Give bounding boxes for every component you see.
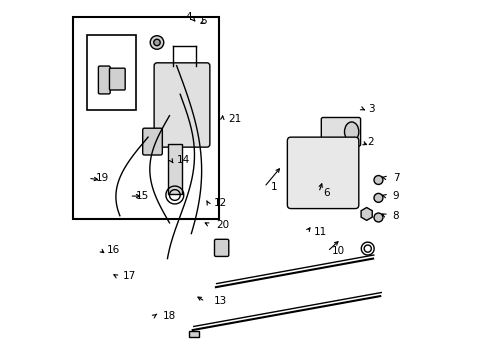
Bar xyxy=(87,35,135,111)
Text: 6: 6 xyxy=(323,188,329,198)
Ellipse shape xyxy=(344,122,358,141)
Text: 5: 5 xyxy=(200,16,206,26)
Text: 18: 18 xyxy=(162,311,175,321)
Text: 13: 13 xyxy=(214,296,227,306)
FancyBboxPatch shape xyxy=(98,66,110,94)
Text: 15: 15 xyxy=(135,191,148,201)
Ellipse shape xyxy=(153,39,160,46)
Text: 19: 19 xyxy=(96,173,109,183)
FancyBboxPatch shape xyxy=(287,137,358,208)
Ellipse shape xyxy=(373,176,382,184)
FancyBboxPatch shape xyxy=(154,63,209,147)
Text: 20: 20 xyxy=(216,220,228,230)
Text: 4: 4 xyxy=(185,13,192,22)
FancyBboxPatch shape xyxy=(109,68,125,90)
FancyBboxPatch shape xyxy=(214,239,228,256)
Text: 3: 3 xyxy=(367,104,374,113)
Ellipse shape xyxy=(373,193,382,202)
Bar xyxy=(73,18,219,219)
Text: 16: 16 xyxy=(107,245,120,255)
Bar xyxy=(189,331,199,337)
Ellipse shape xyxy=(150,36,163,49)
Text: 2: 2 xyxy=(367,138,374,148)
FancyBboxPatch shape xyxy=(142,128,162,155)
Ellipse shape xyxy=(373,213,382,222)
Text: 12: 12 xyxy=(214,198,227,208)
Bar xyxy=(167,144,182,194)
Text: 1: 1 xyxy=(271,182,277,192)
Text: 9: 9 xyxy=(392,191,399,201)
FancyBboxPatch shape xyxy=(321,117,360,146)
Text: 21: 21 xyxy=(228,114,241,124)
Text: 7: 7 xyxy=(392,173,399,183)
Text: 8: 8 xyxy=(392,211,399,221)
Text: 10: 10 xyxy=(331,247,345,256)
Text: 14: 14 xyxy=(176,156,189,165)
Text: 17: 17 xyxy=(123,271,136,282)
Text: 11: 11 xyxy=(313,227,327,237)
